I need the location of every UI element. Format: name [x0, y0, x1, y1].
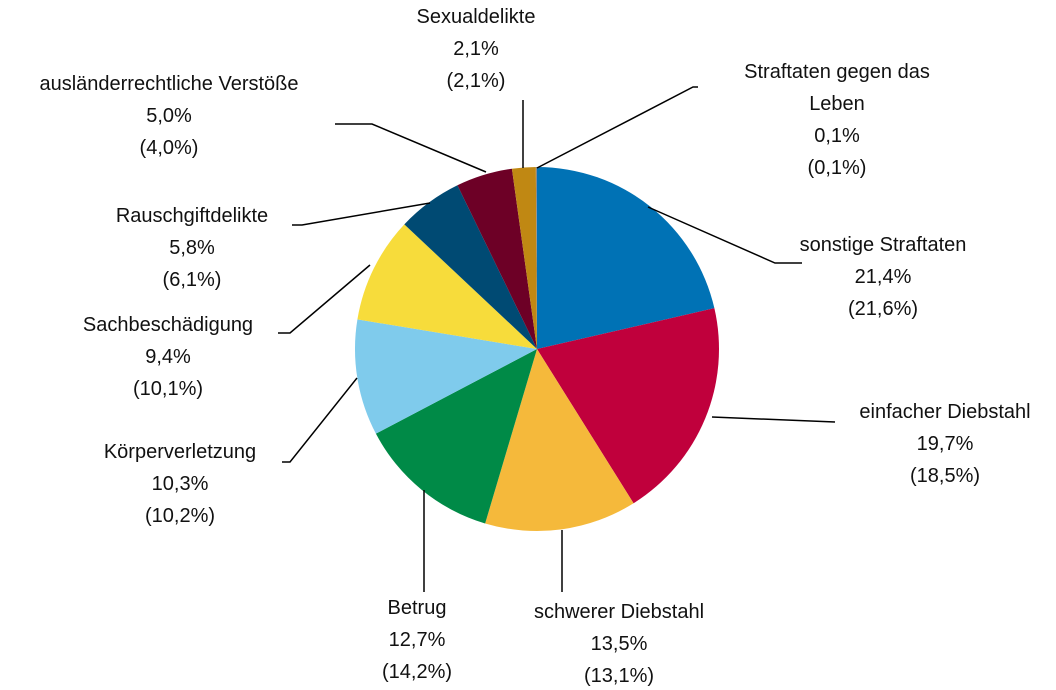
slice-label: Straftaten gegen das Leben 0,1% (0,1%) [717, 56, 957, 184]
label-value: 5,0% [146, 105, 192, 127]
label-value: 2,1% [453, 38, 499, 60]
label-name: einfacher Diebstahl [859, 401, 1031, 423]
label-name: Rauschgiftdelikte [115, 205, 269, 227]
label-prior: (13,1%) [583, 665, 655, 687]
slice-label: ausländerrechtliche Verstöße 5,0% (4,0%) [0, 68, 369, 164]
label-name: sonstige Straftaten [799, 234, 967, 256]
label-prior: (4,0%) [139, 137, 199, 159]
leader-line [282, 377, 358, 463]
leader-line [292, 202, 431, 226]
slice-label: schwerer Diebstahl 13,5% (13,1%) [419, 596, 819, 690]
label-prior: (10,2%) [144, 505, 216, 527]
pie-slice [457, 168, 537, 349]
label-prior: (10,1%) [132, 378, 204, 400]
slice-label: Sexualdelikte 2,1% (2,1%) [276, 1, 676, 97]
leader-line [335, 123, 487, 173]
label-prior: (14,2%) [381, 661, 453, 683]
label-value: 13,5% [590, 633, 648, 655]
label-prior: (21,6%) [847, 298, 919, 320]
label-prior: (2,1%) [446, 70, 506, 92]
label-prior: (0,1%) [807, 157, 867, 179]
pie-slice [375, 349, 537, 524]
leader-line [647, 206, 802, 264]
slice-label: Betrug 12,7% (14,2%) [217, 592, 617, 688]
label-prior: (18,5%) [909, 465, 981, 487]
pie-slice [404, 185, 537, 349]
label-value: 5,8% [169, 237, 215, 259]
label-value: 19,7% [916, 433, 974, 455]
pie-slice [535, 167, 537, 349]
label-value: 0,1% [814, 125, 860, 147]
leader-line [278, 264, 371, 334]
pie-slice [511, 167, 537, 349]
label-name: Betrug [387, 597, 447, 619]
pie-slice [485, 349, 634, 532]
leader-line [536, 86, 698, 169]
label-name: Körperverletzung [103, 441, 257, 463]
label-name: Straftaten gegen das Leben [744, 61, 930, 115]
pie-slice [355, 319, 537, 434]
label-value: 21,4% [854, 266, 912, 288]
slice-label: Sachbeschädigung 9,4% (10,1%) [0, 309, 368, 405]
slice-label: Körperverletzung 10,3% (10,2%) [0, 436, 380, 532]
label-value: 12,7% [388, 629, 446, 651]
pie-slice [537, 308, 719, 504]
label-name: Sachbeschädigung [82, 314, 254, 336]
label-prior: (6,1%) [162, 269, 222, 291]
slice-label: Rauschgiftdelikte 5,8% (6,1%) [0, 200, 392, 296]
pie-slice [357, 224, 537, 349]
pie-slice [537, 167, 715, 349]
label-value: 9,4% [145, 346, 191, 368]
leader-line [711, 416, 836, 423]
label-name: ausländerrechtliche Verstöße [39, 73, 299, 95]
slice-label: sonstige Straftaten 21,4% (21,6%) [683, 229, 1056, 325]
slice-label: einfacher Diebstahl 19,7% (18,5%) [745, 396, 1056, 492]
label-name: Sexualdelikte [416, 6, 536, 28]
label-value: 10,3% [151, 473, 209, 495]
label-name: schwerer Diebstahl [533, 601, 705, 623]
